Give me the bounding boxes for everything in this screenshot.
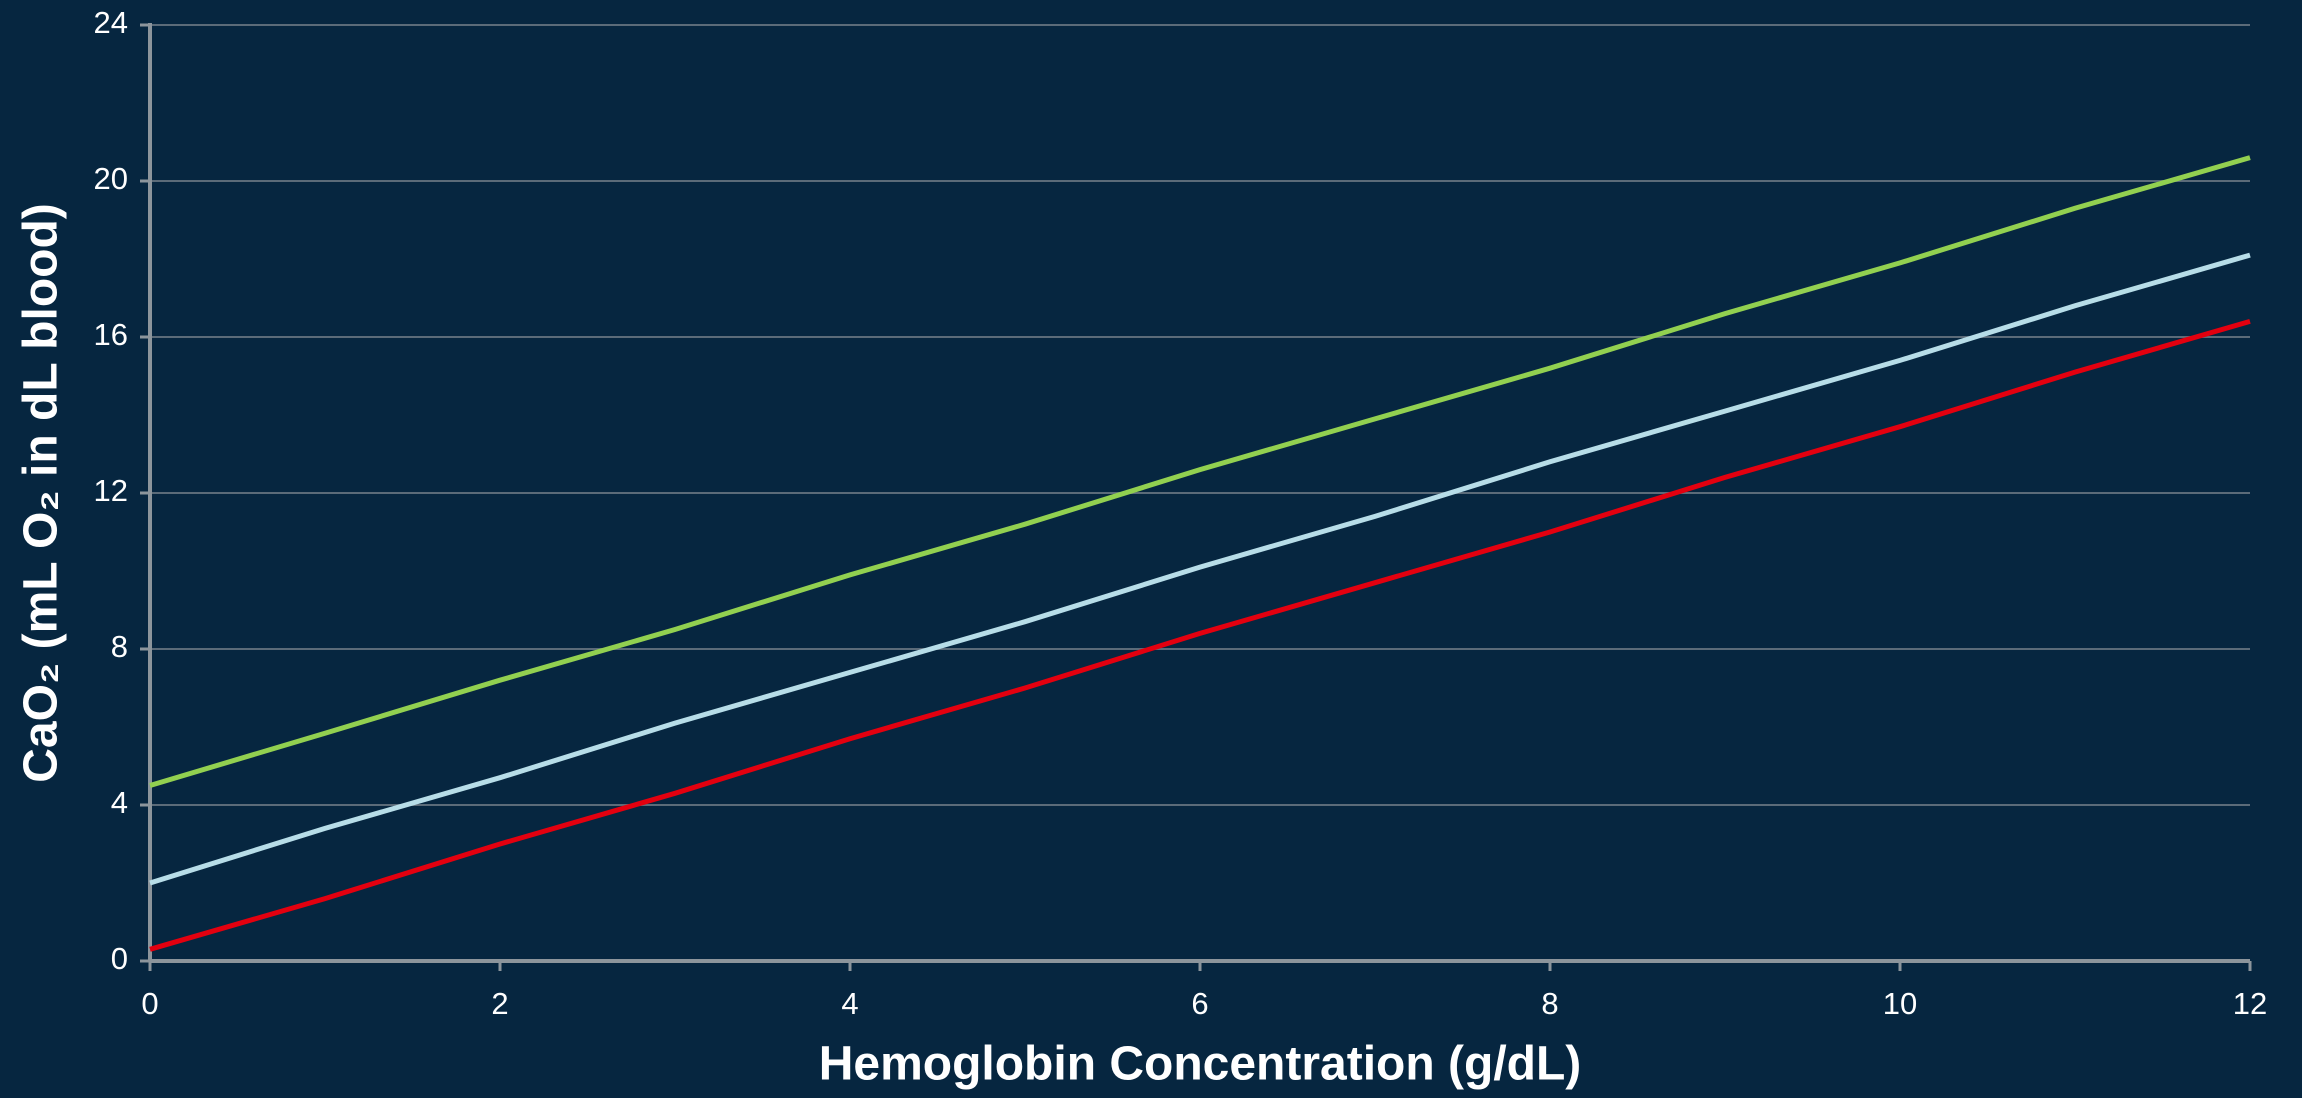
y-tick-label: 20 bbox=[94, 161, 128, 196]
y-tick-label: 12 bbox=[94, 473, 128, 508]
x-tick-label: 4 bbox=[841, 986, 858, 1021]
y-tick-label: 4 bbox=[111, 785, 128, 820]
y-tick-label: 24 bbox=[94, 5, 128, 40]
y-tick-label: 0 bbox=[111, 941, 128, 976]
y-tick-label: 16 bbox=[94, 317, 128, 352]
x-tick-label: 10 bbox=[1883, 986, 1917, 1021]
x-tick-label: 8 bbox=[1541, 986, 1558, 1021]
x-axis-title: Hemoglobin Concentration (g/dL) bbox=[819, 1038, 1582, 1091]
y-tick-label: 8 bbox=[111, 629, 128, 664]
x-tick-label: 6 bbox=[1191, 986, 1208, 1021]
x-tick-label: 12 bbox=[2233, 986, 2267, 1021]
x-tick-label: 0 bbox=[141, 986, 158, 1021]
series-line bbox=[149, 318, 2251, 952]
y-axis-title: CaO₂ (mL O₂ in dL blood) bbox=[15, 203, 68, 783]
series-line bbox=[149, 252, 2251, 886]
series-line bbox=[149, 155, 2251, 788]
x-tick-label: 2 bbox=[491, 986, 508, 1021]
